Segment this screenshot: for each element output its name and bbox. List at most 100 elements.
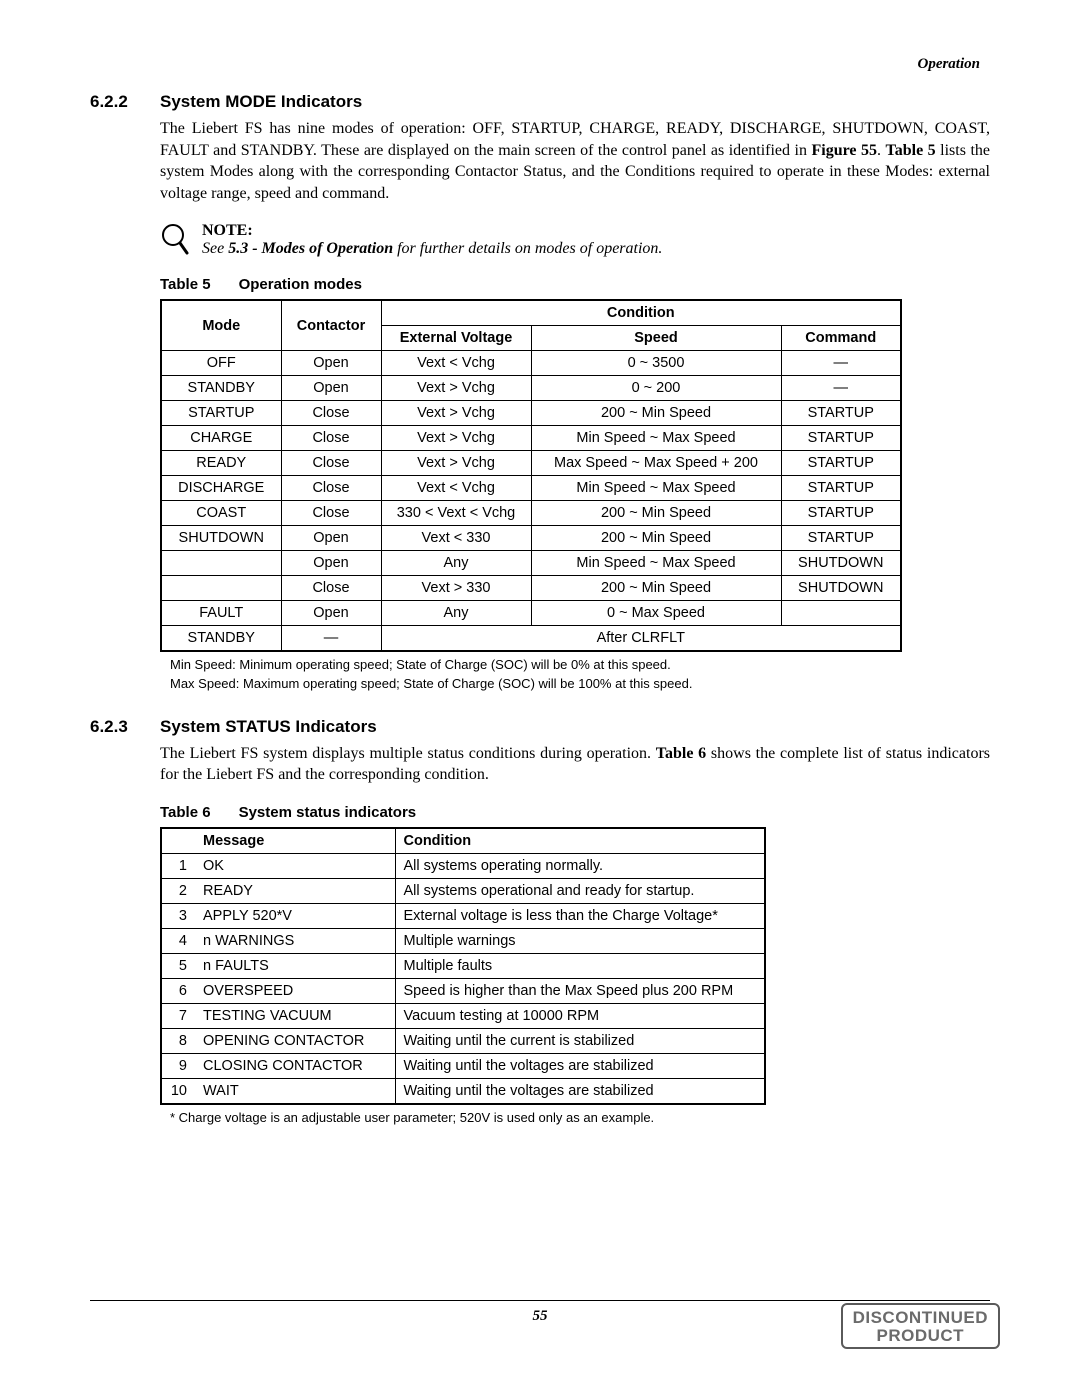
cell-message: WAIT bbox=[195, 1078, 395, 1104]
table-row: 2READYAll systems operational and ready … bbox=[161, 878, 765, 903]
cell-command: — bbox=[781, 376, 901, 401]
cell-message: OK bbox=[195, 853, 395, 878]
table5-footnote-2: Max Speed: Maximum operating speed; Stat… bbox=[170, 675, 990, 693]
cell-mode: DISCHARGE bbox=[161, 476, 281, 501]
cell-index: 7 bbox=[161, 1003, 195, 1028]
cell-message: n FAULTS bbox=[195, 953, 395, 978]
stamp-line: PRODUCT bbox=[853, 1327, 988, 1345]
cell-command: SHUTDOWN bbox=[781, 551, 901, 576]
th-message: Message bbox=[195, 828, 395, 854]
cell-contactor: Open bbox=[281, 351, 381, 376]
table-row: 7TESTING VACUUMVacuum testing at 10000 R… bbox=[161, 1003, 765, 1028]
th-ext-voltage: External Voltage bbox=[381, 326, 531, 351]
cell-index: 9 bbox=[161, 1053, 195, 1078]
cell-voltage: Vext > Vchg bbox=[381, 426, 531, 451]
cell-speed: Min Speed ~ Max Speed bbox=[531, 426, 781, 451]
th-condition: Condition bbox=[395, 828, 765, 854]
table-row: 5n FAULTSMultiple faults bbox=[161, 953, 765, 978]
cell-contactor: Close bbox=[281, 576, 381, 601]
section-number: 6.2.2 bbox=[90, 92, 142, 112]
note-label: NOTE: bbox=[202, 222, 662, 240]
table-row: CHARGECloseVext > VchgMin Speed ~ Max Sp… bbox=[161, 426, 901, 451]
paragraph-623: The Liebert FS system displays multiple … bbox=[160, 743, 990, 786]
note-ref: 5.3 - Modes of Operation bbox=[228, 240, 393, 257]
table5-caption: Table 5 Operation modes bbox=[160, 276, 990, 293]
text: for further details on modes of operatio… bbox=[393, 240, 662, 257]
cell-index: 10 bbox=[161, 1078, 195, 1104]
cell-condition: All systems operational and ready for st… bbox=[395, 878, 765, 903]
table-row: 8OPENING CONTACTORWaiting until the curr… bbox=[161, 1028, 765, 1053]
text: The Liebert FS system displays multiple … bbox=[160, 745, 656, 762]
table-row: OFFOpenVext < Vchg0 ~ 3500— bbox=[161, 351, 901, 376]
th-speed: Speed bbox=[531, 326, 781, 351]
cell-voltage: Vext > 330 bbox=[381, 576, 531, 601]
cell-condition: Waiting until the voltages are stabilize… bbox=[395, 1053, 765, 1078]
cell-after: After CLRFLT bbox=[381, 626, 901, 652]
cell-mode: COAST bbox=[161, 501, 281, 526]
cell-index: 3 bbox=[161, 903, 195, 928]
cell-contactor: Close bbox=[281, 401, 381, 426]
running-header: Operation bbox=[917, 56, 980, 73]
table-title: Operation modes bbox=[239, 276, 362, 293]
cell-condition: External voltage is less than the Charge… bbox=[395, 903, 765, 928]
paragraph-622: The Liebert FS has nine modes of operati… bbox=[160, 118, 990, 204]
th-condition: Condition bbox=[381, 300, 901, 326]
cell-contactor: Open bbox=[281, 601, 381, 626]
cell-command: STARTUP bbox=[781, 476, 901, 501]
cell-command: STARTUP bbox=[781, 401, 901, 426]
cell-message: CLOSING CONTACTOR bbox=[195, 1053, 395, 1078]
cell-speed: Min Speed ~ Max Speed bbox=[531, 551, 781, 576]
table-row: 1OKAll systems operating normally. bbox=[161, 853, 765, 878]
stamp-line: DISCONTINUED bbox=[853, 1309, 988, 1327]
section-title: System MODE Indicators bbox=[160, 92, 362, 112]
cell-mode: READY bbox=[161, 451, 281, 476]
table-row: COASTClose330 < Vext < Vchg200 ~ Min Spe… bbox=[161, 501, 901, 526]
section-title: System STATUS Indicators bbox=[160, 717, 377, 737]
cell-voltage: Any bbox=[381, 601, 531, 626]
cell-condition: All systems operating normally. bbox=[395, 853, 765, 878]
cell-voltage: 330 < Vext < Vchg bbox=[381, 501, 531, 526]
cell-condition: Multiple warnings bbox=[395, 928, 765, 953]
cell-speed: 0 ~ 3500 bbox=[531, 351, 781, 376]
cell-index: 6 bbox=[161, 978, 195, 1003]
cell-mode: SHUTDOWN bbox=[161, 526, 281, 551]
cell-speed: 200 ~ Min Speed bbox=[531, 401, 781, 426]
cell-speed: Min Speed ~ Max Speed bbox=[531, 476, 781, 501]
cell-condition: Multiple faults bbox=[395, 953, 765, 978]
cell-voltage: Vext > Vchg bbox=[381, 401, 531, 426]
table-ref: Table 6 bbox=[656, 745, 706, 762]
th-mode: Mode bbox=[161, 300, 281, 351]
section-heading-623: 6.2.3 System STATUS Indicators bbox=[90, 717, 990, 737]
th-command: Command bbox=[781, 326, 901, 351]
cell-command: STARTUP bbox=[781, 526, 901, 551]
cell-message: OPENING CONTACTOR bbox=[195, 1028, 395, 1053]
cell-condition: Vacuum testing at 10000 RPM bbox=[395, 1003, 765, 1028]
cell-mode: CHARGE bbox=[161, 426, 281, 451]
section-number: 6.2.3 bbox=[90, 717, 142, 737]
table-row: CloseVext > 330200 ~ Min SpeedSHUTDOWN bbox=[161, 576, 901, 601]
cell-speed: Max Speed ~ Max Speed + 200 bbox=[531, 451, 781, 476]
cell-voltage: Any bbox=[381, 551, 531, 576]
table6-footnote: * Charge voltage is an adjustable user p… bbox=[170, 1109, 990, 1127]
cell-mode: STARTUP bbox=[161, 401, 281, 426]
cell-index: 4 bbox=[161, 928, 195, 953]
magnifier-icon bbox=[160, 222, 190, 256]
table-label: Table 6 bbox=[160, 804, 211, 821]
cell-voltage: Vext < Vchg bbox=[381, 476, 531, 501]
table5-footnote-1: Min Speed: Minimum operating speed; Stat… bbox=[170, 656, 990, 674]
th-contactor: Contactor bbox=[281, 300, 381, 351]
section-heading-622: 6.2.2 System MODE Indicators bbox=[90, 92, 990, 112]
cell-contactor: Close bbox=[281, 426, 381, 451]
table-ref: Table 5 bbox=[886, 142, 936, 159]
cell-index: 2 bbox=[161, 878, 195, 903]
cell-mode: STANDBY bbox=[161, 626, 281, 652]
text: . bbox=[877, 142, 886, 159]
table-row: 10WAITWaiting until the voltages are sta… bbox=[161, 1078, 765, 1104]
cell-speed: 0 ~ 200 bbox=[531, 376, 781, 401]
table-row: SHUTDOWNOpenVext < 330200 ~ Min SpeedSTA… bbox=[161, 526, 901, 551]
cell-message: APPLY 520*V bbox=[195, 903, 395, 928]
table-row: 6OVERSPEEDSpeed is higher than the Max S… bbox=[161, 978, 765, 1003]
cell-contactor: Close bbox=[281, 501, 381, 526]
table-label: Table 5 bbox=[160, 276, 211, 293]
cell-condition: Waiting until the current is stabilized bbox=[395, 1028, 765, 1053]
